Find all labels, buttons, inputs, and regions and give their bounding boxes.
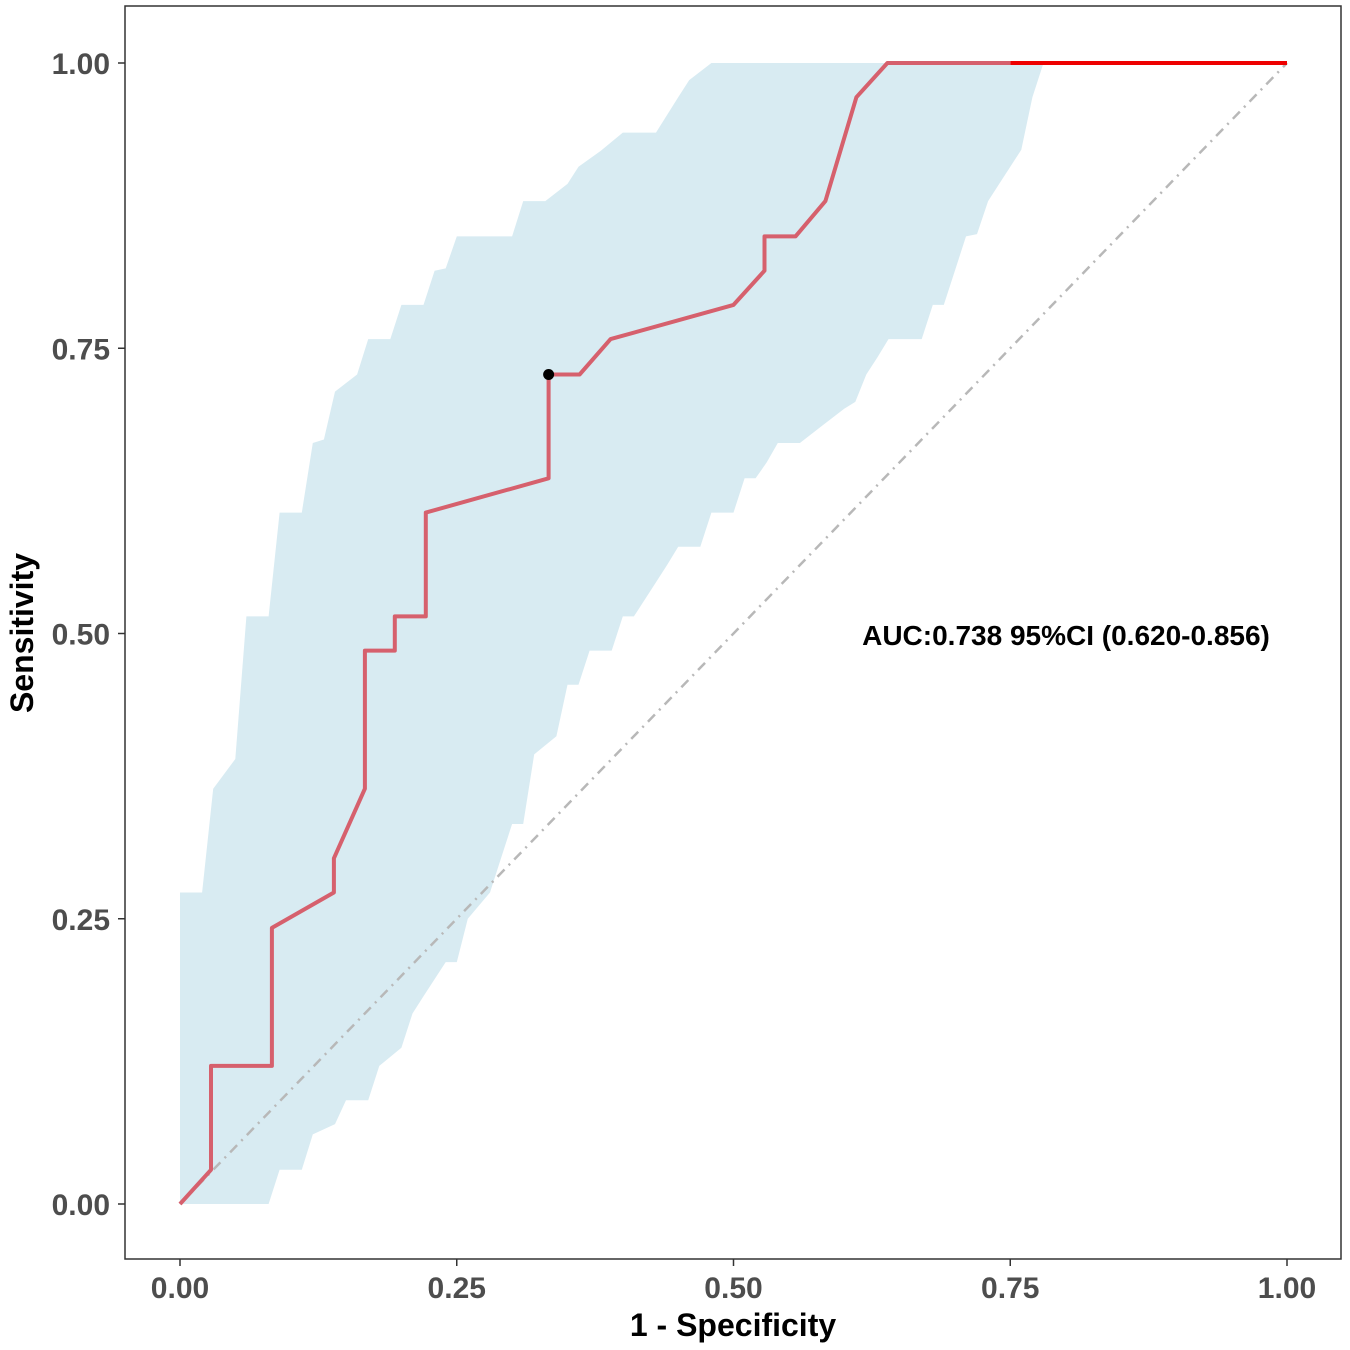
x-axis-title: 1 - Specificity [630, 1307, 837, 1343]
y-tick-label: 0.00 [52, 1189, 110, 1222]
y-tick-label: 0.25 [52, 904, 110, 937]
reference-diagonal-line [179, 62, 1288, 1205]
point-layer [543, 368, 555, 380]
x-tick-label: 0.25 [428, 1272, 486, 1305]
x-axis: 0.00 0.25 0.50 0.75 1.00 [151, 1259, 1316, 1305]
optimal-cutoff-point [543, 368, 555, 380]
y-tick-label: 1.00 [52, 48, 110, 81]
y-tick-label: 0.75 [52, 333, 110, 366]
y-axis: 0.00 0.25 0.50 0.75 1.00 [52, 48, 125, 1222]
line-layer [178, 61, 1288, 1206]
x-tick-label: 1.00 [1258, 1272, 1316, 1305]
y-tick-label: 0.50 [52, 619, 110, 652]
x-tick-label: 0.00 [151, 1272, 209, 1305]
y-axis-title: Sensitivity [4, 553, 40, 713]
roc-curve [178, 61, 1011, 1206]
ci-band [180, 63, 1044, 1204]
ci-band-layer [180, 63, 1044, 1204]
x-tick-label: 0.50 [704, 1272, 762, 1305]
auc-annotation: AUC:0.738 95%CI (0.620-0.856) [862, 620, 1270, 651]
x-tick-label: 0.75 [981, 1272, 1039, 1305]
